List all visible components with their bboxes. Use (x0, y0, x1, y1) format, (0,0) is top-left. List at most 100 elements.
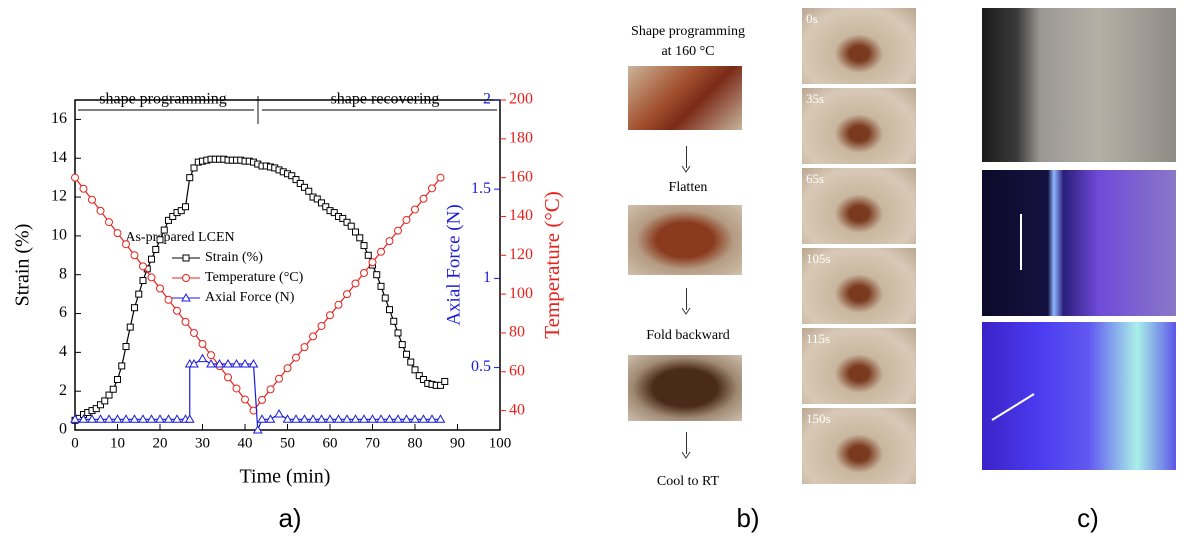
point (140, 278, 146, 284)
point (132, 305, 138, 311)
legend-marker (183, 255, 189, 261)
point (115, 377, 121, 383)
legend-label: Strain (%) (205, 250, 263, 265)
y-tick-label: 10 (51, 227, 67, 244)
y3-tick-label: 60 (509, 362, 525, 379)
y2-tick-label: 1 (483, 269, 491, 286)
annotation: shape recovering (331, 91, 440, 108)
point (365, 252, 371, 258)
point (412, 206, 419, 213)
point (408, 359, 414, 365)
point (399, 342, 405, 348)
point (174, 307, 181, 314)
point (306, 188, 312, 194)
y2-axis-title: Axial Force (N) (443, 204, 464, 325)
point (106, 219, 113, 226)
y-tick-label: 0 (59, 421, 67, 438)
panel-label: c) (1077, 503, 1099, 533)
y2-tick-label: 2 (483, 91, 491, 108)
point (97, 207, 104, 214)
point (131, 252, 138, 259)
x-tick-label: 30 (195, 435, 210, 451)
point (114, 230, 121, 237)
legend-label: Axial Force (N) (205, 290, 295, 305)
point (119, 363, 125, 369)
point (80, 185, 87, 192)
step-label: Cool to RT (657, 474, 720, 489)
point (136, 291, 142, 297)
step-label: Shape programming (631, 24, 745, 39)
x-tick-label: 50 (280, 435, 295, 451)
chart: shape programming shape recovering Time … (0, 0, 1190, 536)
point (102, 398, 108, 404)
point (378, 283, 384, 289)
y-tick-label: 16 (51, 110, 67, 127)
motion-arrow (992, 394, 1034, 420)
y-axis-title: Strain (%) (12, 224, 34, 307)
point (386, 238, 393, 245)
point (412, 367, 418, 373)
point (233, 385, 240, 392)
y3-tick-label: 40 (509, 401, 525, 418)
legend-marker (183, 275, 190, 282)
point (123, 344, 129, 350)
point (275, 410, 283, 417)
point (420, 195, 427, 202)
point (344, 291, 351, 298)
point (404, 351, 410, 357)
point (391, 318, 397, 324)
point (153, 246, 159, 252)
series-line (75, 359, 441, 430)
figure: 0s35s65s105s115s150s shape programming s… (0, 0, 1190, 536)
legend-label: Temperature (°C) (205, 270, 304, 285)
y3-tick-label: 160 (509, 168, 533, 185)
y3-tick-label: 80 (509, 324, 525, 341)
point (310, 333, 317, 340)
arrow-head (682, 452, 690, 458)
point (191, 165, 197, 171)
point (161, 227, 167, 233)
panel-label: b) (736, 503, 759, 533)
step-label: Fold backward (646, 328, 730, 343)
point (361, 243, 367, 249)
point (157, 285, 164, 292)
point (110, 386, 116, 392)
y-tick-label: 6 (59, 304, 67, 321)
y-tick-label: 4 (59, 343, 67, 360)
point (242, 396, 249, 403)
point (267, 386, 274, 393)
point (387, 307, 393, 313)
y3-tick-label: 120 (509, 246, 533, 263)
arrow-head (682, 166, 690, 172)
point (148, 274, 155, 281)
y3-tick-label: 100 (509, 285, 533, 302)
point (353, 229, 359, 235)
point (72, 174, 79, 181)
point (442, 378, 448, 384)
point (208, 352, 215, 359)
x-tick-label: 100 (489, 435, 512, 451)
y-tick-label: 14 (51, 149, 67, 166)
point (225, 374, 232, 381)
point (140, 263, 147, 270)
point (437, 174, 444, 181)
point (318, 322, 325, 329)
point (378, 248, 385, 255)
point (374, 272, 380, 278)
point (395, 227, 402, 234)
y-tick-label: 12 (51, 188, 67, 205)
point (395, 330, 401, 336)
y3-axis-title: Temperature (°C) (540, 191, 564, 338)
point (183, 204, 189, 210)
point (284, 365, 291, 372)
point (182, 318, 189, 325)
x-tick-label: 70 (365, 435, 380, 451)
point (293, 354, 300, 361)
point (352, 280, 359, 287)
y2-tick-label: 1.5 (471, 180, 491, 197)
plot-frame (75, 100, 500, 430)
annotation: shape programming (99, 91, 227, 108)
point (89, 196, 96, 203)
point (106, 392, 112, 398)
x-tick-label: 60 (323, 435, 338, 451)
